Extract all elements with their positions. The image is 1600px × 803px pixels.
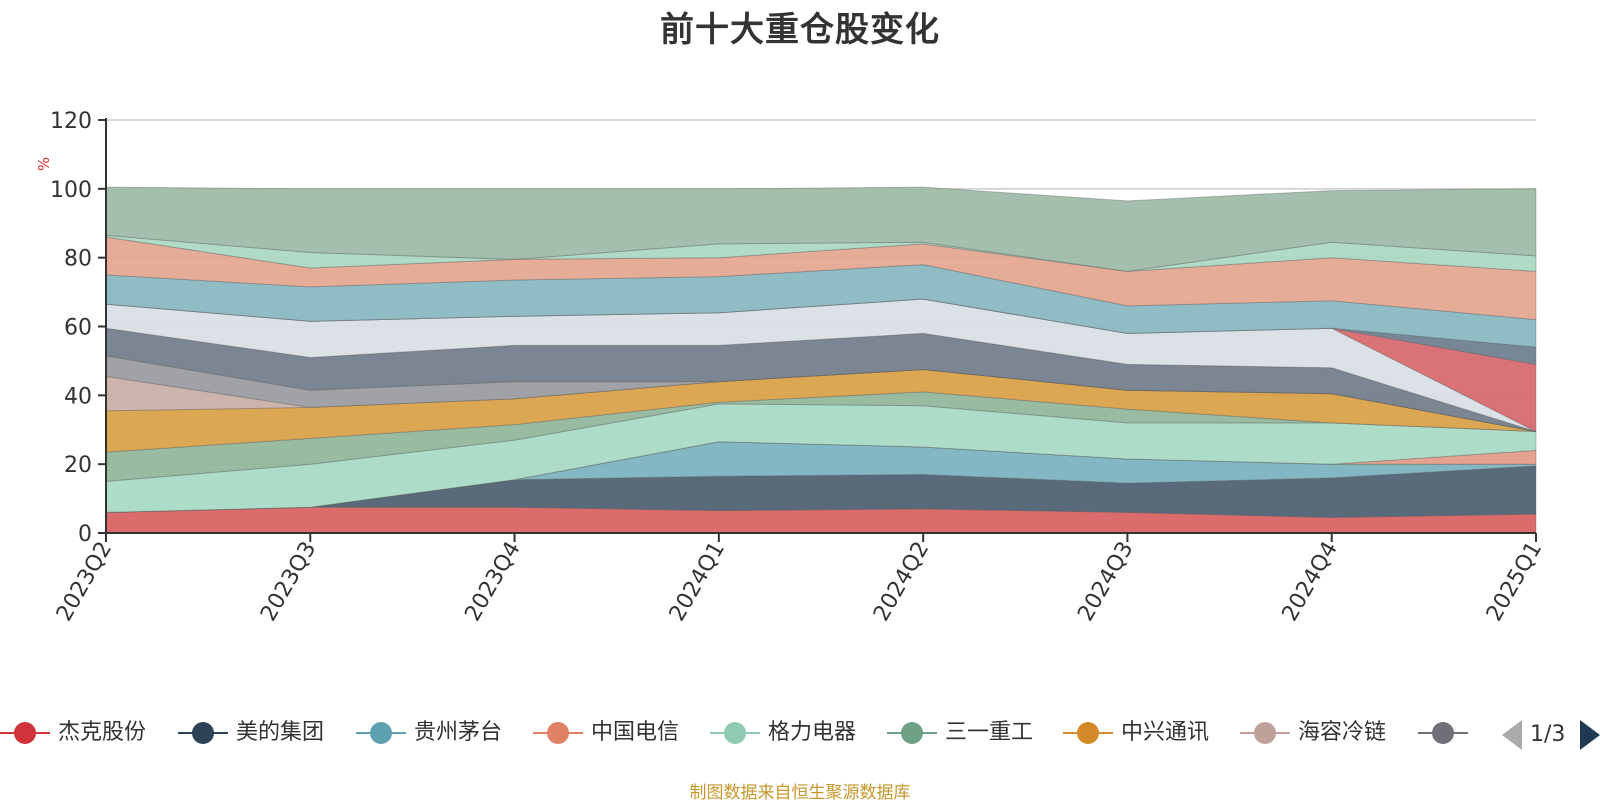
legend-label: 三一重工 [945, 720, 1034, 745]
y-tick-label: 40 [64, 384, 92, 409]
legend: 杰克股份 美的集团 贵州茅台 中国电信 格力电器 三一重工 中兴通讯 海容冷链 [0, 718, 1494, 748]
legend-label: 中国电信 [591, 720, 680, 745]
x-tick-label: 2023Q3 [256, 538, 321, 626]
area-layer [105, 186, 1537, 534]
y-tick-label: 0 [78, 522, 92, 547]
y-axis-unit-label: % [35, 157, 53, 171]
legend-dot-icon [724, 722, 746, 744]
y-tick-label: 80 [64, 247, 92, 272]
x-tick-label: 2025Q1 [1482, 538, 1547, 626]
legend-dot-icon [901, 722, 923, 744]
x-tick-label: 2024Q4 [1278, 538, 1343, 626]
legend-label: 杰克股份 [58, 720, 147, 745]
area-series-16[interactable] [105, 234, 1537, 272]
x-tick-label: 2024Q2 [869, 538, 934, 626]
legend-label: 美的集团 [236, 720, 325, 745]
legend-label: 海容冷链 [1298, 720, 1387, 745]
x-tick-label: 2023Q4 [460, 538, 525, 626]
legend-label: 中兴通讯 [1121, 720, 1210, 745]
pager-prev-icon[interactable] [1502, 720, 1522, 750]
pager-text: 1/3 [1530, 722, 1566, 747]
y-tick-label: 60 [64, 316, 92, 341]
y-tick-label: 100 [50, 178, 92, 203]
legend-label: 格力电器 [768, 720, 857, 745]
legend-dot-icon [1432, 722, 1454, 744]
legend-dot-icon [370, 722, 392, 744]
y-tick-label: 120 [50, 109, 92, 134]
x-tick-label: 2023Q2 [52, 538, 117, 626]
legend-label: 贵州茅台 [414, 720, 503, 745]
legend-dot-icon [14, 722, 36, 744]
chart-title: 前十大重仓股变化 [660, 10, 940, 50]
legend-dot-icon [1254, 722, 1276, 744]
y-tick-label: 20 [64, 453, 92, 478]
area-series-17[interactable] [105, 186, 1537, 272]
source-note: 制图数据来自恒生聚源数据库 [689, 783, 911, 803]
legend-dot-icon [1077, 722, 1099, 744]
area-series-7[interactable] [105, 368, 1537, 453]
legend-pager: 1/3 [1494, 718, 1600, 754]
pager-next-icon[interactable] [1580, 720, 1600, 750]
x-tick-label: 2024Q1 [665, 538, 730, 626]
legend-dot-icon [547, 722, 569, 744]
legend-dot-icon [192, 722, 214, 744]
x-tick-label: 2024Q3 [1073, 538, 1138, 626]
area-series-5[interactable] [105, 403, 1537, 513]
